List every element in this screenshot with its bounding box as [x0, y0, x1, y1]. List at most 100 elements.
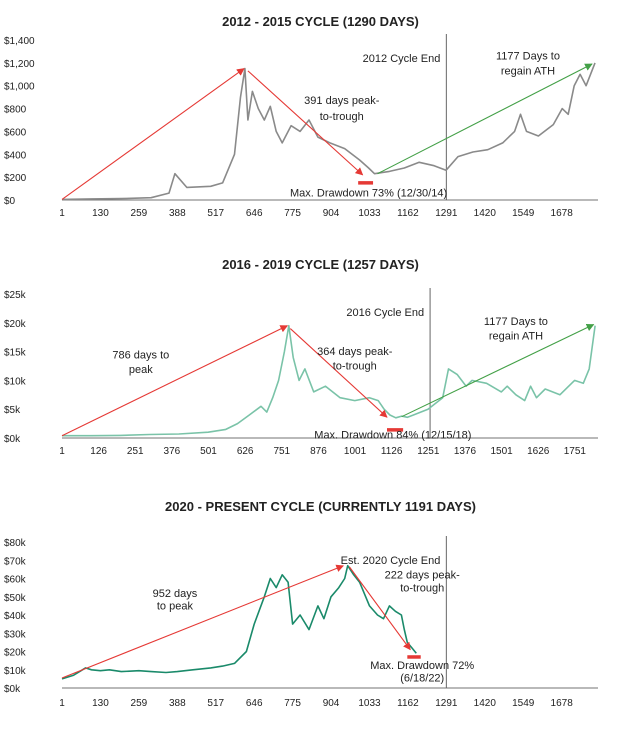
annotation-text: to-trough — [333, 360, 377, 372]
x-tick-label: 501 — [200, 446, 217, 457]
x-tick-label: 517 — [207, 208, 224, 219]
annotation-text: Max. Drawdown 73% (12/30/14) — [290, 188, 447, 200]
price-series-line — [61, 564, 417, 680]
x-tick-label: 876 — [310, 446, 327, 457]
annotation-text: to-trough — [400, 582, 444, 594]
y-tick-label: $1,000 — [4, 82, 35, 93]
x-tick-label: 376 — [164, 446, 181, 457]
y-tick-label: $20k — [4, 319, 27, 330]
trend-arrow — [61, 564, 344, 679]
cycle-end-label: 2016 Cycle End — [346, 307, 424, 319]
x-tick-label: 130 — [92, 208, 109, 219]
price-series-line — [62, 324, 596, 437]
x-tick-label: 388 — [169, 698, 186, 709]
chart-title-2012: 2012 - 2015 CYCLE (1290 DAYS) — [222, 14, 419, 29]
y-tick-label: $0k — [4, 684, 21, 695]
x-tick-label: 1 — [59, 208, 65, 219]
chart-2012-cycle: $0 $200 $400 $600 $800 $1,000 $1,200 $1,400 1 130… — [4, 34, 598, 219]
x-tick-label: 1291 — [435, 698, 458, 709]
annotation-text: 1177 Days to — [496, 50, 560, 62]
x-tick-label: 1 — [59, 698, 65, 709]
annotation-text: 222 days peak- — [385, 570, 461, 582]
y-tick-label: $0k — [4, 434, 21, 445]
y-tick-label: $5k — [4, 405, 21, 416]
x-tick-label: 646 — [246, 698, 263, 709]
trend-arrow — [348, 566, 411, 651]
trend-arrow — [401, 324, 595, 418]
x-tick-label: 1678 — [551, 208, 574, 219]
x-tick-label: 1376 — [454, 446, 477, 457]
x-tick-label: 388 — [169, 208, 186, 219]
x-tick-label: 251 — [127, 446, 144, 457]
x-tick-label: 1420 — [474, 698, 497, 709]
y-tick-label: $50k — [4, 593, 27, 604]
x-tick-label: 775 — [284, 698, 301, 709]
chart-title-2016: 2016 - 2019 CYCLE (1257 DAYS) — [222, 257, 419, 272]
x-tick-label: 1678 — [551, 698, 574, 709]
y-tick-label: $800 — [4, 105, 27, 116]
x-tick-label: 259 — [131, 208, 148, 219]
x-tick-label: 751 — [273, 446, 290, 457]
x-tick-label: 1549 — [512, 698, 535, 709]
y-tick-label: $60k — [4, 575, 27, 586]
annotation-text: Max. Drawdown 84% (12/15/18) — [314, 430, 471, 442]
x-tick-label: 1033 — [358, 208, 381, 219]
chart-2020-cycle: $0k $10k $20k $30k $40k $50k $60k $70k $80k 1 130 2… — [4, 536, 598, 709]
y-tick-label: $200 — [4, 173, 27, 184]
x-tick-label: 1420 — [474, 208, 497, 219]
y-tick-label: $25k — [4, 290, 27, 301]
y-tick-label: $400 — [4, 150, 27, 161]
x-tick-label: 904 — [323, 698, 340, 709]
cycle-end-label: Est. 2020 Cycle End — [341, 555, 441, 567]
trend-arrow — [289, 328, 388, 418]
annotation-text: 1177 Days to — [484, 316, 548, 328]
x-tick-label: 1126 — [381, 446, 403, 457]
x-tick-label: 1549 — [512, 208, 535, 219]
x-tick-label: 259 — [131, 698, 148, 709]
annotation-text: regain ATH — [501, 65, 555, 77]
trend-arrow — [377, 63, 593, 175]
chart-title-2020: 2020 - PRESENT CYCLE (CURRENTLY 1191 DAY… — [165, 499, 476, 514]
annotation-text: regain ATH — [489, 331, 543, 343]
annotation-text: Max. Drawdown 72% — [370, 660, 474, 672]
annotation-text: to-trough — [320, 111, 364, 123]
x-tick-label: 130 — [92, 698, 109, 709]
x-tick-label: 1251 — [417, 446, 440, 457]
x-tick-label: 1501 — [490, 446, 513, 457]
y-tick-label: $600 — [4, 127, 27, 138]
annotation-text: to peak — [157, 601, 194, 613]
y-tick-label: $80k — [4, 538, 27, 549]
cycle-end-label: 2012 Cycle End — [363, 53, 441, 65]
annotation-text: 391 days peak- — [304, 95, 380, 107]
trend-arrow — [247, 70, 364, 176]
trend-arrow — [61, 325, 289, 437]
x-tick-label: 646 — [246, 208, 263, 219]
x-tick-label: 775 — [284, 208, 301, 219]
y-tick-label: $10k — [4, 376, 27, 387]
annotation-text: 952 days — [153, 588, 198, 600]
x-tick-label: 126 — [90, 446, 107, 457]
x-tick-label: 1162 — [397, 698, 419, 709]
y-tick-label: $30k — [4, 629, 27, 640]
x-tick-label: 904 — [323, 208, 340, 219]
x-tick-label: 626 — [237, 446, 254, 457]
x-tick-label: 1291 — [435, 208, 458, 219]
trend-arrow — [61, 68, 245, 200]
x-tick-label: 1001 — [344, 446, 367, 457]
x-tick-label: 1626 — [527, 446, 550, 457]
y-tick-label: $1,400 — [4, 36, 35, 47]
y-tick-label: $0 — [4, 196, 16, 207]
y-tick-label: $40k — [4, 611, 27, 622]
y-tick-label: $10k — [4, 666, 27, 677]
price-series-line — [61, 62, 596, 201]
y-tick-label: $1,200 — [4, 59, 35, 70]
x-tick-label: 1751 — [564, 446, 587, 457]
x-tick-label: 1 — [59, 446, 65, 457]
annotation-text: 786 days to — [112, 350, 169, 362]
annotation-text: (6/18/22) — [400, 673, 444, 685]
y-tick-label: $20k — [4, 648, 27, 659]
annotation-text: 364 days peak- — [317, 346, 393, 358]
x-tick-label: 517 — [207, 698, 224, 709]
y-tick-label: $15k — [4, 348, 27, 359]
